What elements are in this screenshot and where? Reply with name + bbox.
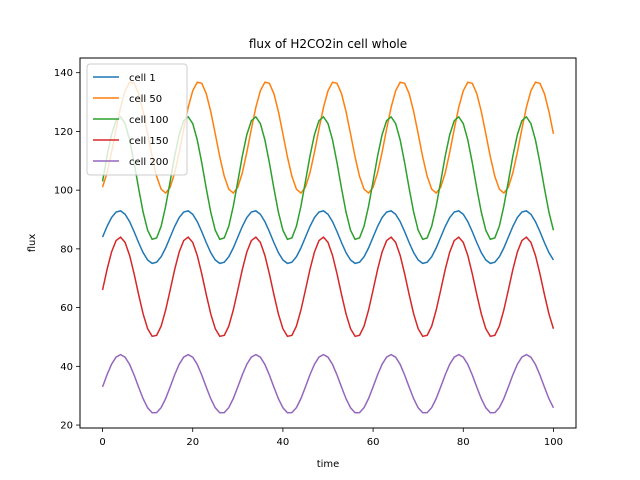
legend-box [86,63,188,176]
x-tick-label: 100 [544,437,563,448]
series-line-5 [101,353,555,414]
legend-label: cell 200 [129,157,168,168]
y-tick-label: 20 [60,421,73,432]
x-tick-label: 20 [186,437,199,448]
y-tick-label: 140 [54,68,73,79]
y-tick-label: 60 [60,303,73,314]
series-line-4 [101,236,555,338]
y-tick-label: 120 [54,127,73,138]
chart-title: flux of H2CO2in cell whole [249,37,407,51]
x-tick-label: 0 [99,437,105,448]
series-line-1 [101,210,555,265]
x-tick-label: 40 [277,437,290,448]
legend: cell 1 cell 50 cell 100 cell 150 cell 200 [86,63,188,176]
y-tick-label: 80 [60,244,73,255]
y-tick-label: 100 [54,186,73,197]
x-axis-label: time [317,459,340,470]
y-tick-label: 40 [60,362,73,373]
x-axis: 0 20 40 60 80 100 [99,428,563,448]
y-axis-label: flux [27,234,38,253]
legend-label: cell 50 [129,94,162,105]
y-axis: 20 40 60 80 100 120 140 [54,68,80,432]
x-tick-label: 60 [367,437,380,448]
legend-label: cell 1 [129,73,156,84]
legend-label: cell 150 [129,136,168,147]
x-tick-label: 80 [457,437,470,448]
plot-frame [79,57,577,429]
legend-label: cell 100 [129,115,168,126]
